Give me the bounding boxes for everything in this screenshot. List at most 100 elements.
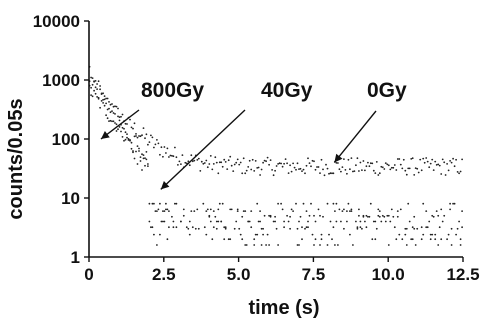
data-point	[449, 208, 451, 211]
data-point	[159, 233, 161, 236]
data-point	[205, 159, 208, 162]
data-point	[356, 157, 359, 160]
x-tick-label: 10.0	[372, 265, 405, 284]
data-point	[275, 165, 278, 167]
data-point	[456, 171, 459, 173]
data-point	[123, 127, 125, 130]
data-point	[443, 214, 446, 217]
data-point	[236, 158, 239, 161]
data-point	[420, 226, 423, 229]
data-point	[211, 238, 214, 241]
data-point	[262, 227, 264, 230]
data-point	[130, 147, 133, 150]
data-point	[202, 202, 205, 205]
data-point	[364, 220, 366, 223]
data-point	[411, 157, 414, 160]
axes	[84, 20, 464, 262]
data-point	[283, 220, 285, 223]
data-point	[106, 117, 109, 120]
data-point	[372, 169, 375, 172]
data-point	[287, 220, 290, 223]
annotations: 800Gy 40Gy 0Gy	[100, 79, 407, 190]
data-point	[145, 133, 148, 136]
data-point	[130, 141, 133, 144]
data-point	[145, 151, 148, 153]
data-point	[226, 168, 229, 171]
data-point	[224, 161, 227, 163]
data-point	[217, 172, 220, 175]
data-point	[136, 145, 139, 148]
data-point	[206, 166, 209, 169]
data-point	[188, 164, 191, 167]
data-point	[94, 86, 97, 89]
data-point	[304, 172, 306, 175]
data-point	[329, 172, 332, 175]
data-point	[108, 101, 110, 103]
data-point	[126, 136, 128, 139]
data-point	[322, 215, 324, 218]
x-tick-label: 2.5	[152, 265, 176, 284]
data-point	[163, 210, 166, 213]
data-point	[218, 161, 221, 164]
data-point	[405, 173, 408, 176]
data-point	[106, 108, 109, 111]
data-point	[346, 220, 348, 223]
data-point	[305, 164, 308, 167]
data-point	[452, 157, 454, 160]
data-point	[180, 163, 182, 166]
data-point	[283, 226, 285, 229]
data-point	[307, 226, 309, 229]
data-point	[238, 227, 241, 230]
data-point	[341, 210, 344, 213]
data-point	[138, 135, 140, 137]
data-point	[245, 244, 248, 246]
data-point	[139, 156, 142, 159]
data-point	[359, 161, 362, 164]
data-point	[163, 220, 166, 223]
data-point	[371, 238, 374, 241]
data-point	[295, 202, 297, 205]
data-point	[419, 158, 422, 161]
data-point	[392, 215, 395, 218]
data-point	[377, 214, 380, 217]
data-point	[378, 172, 381, 175]
data-point	[326, 202, 329, 205]
x-tick-label: 12.5	[446, 265, 479, 284]
data-point	[407, 167, 410, 170]
data-point	[108, 107, 110, 110]
data-point	[253, 244, 256, 246]
data-point	[375, 227, 378, 230]
data-point	[90, 86, 92, 89]
data-point	[408, 220, 411, 223]
data-point	[369, 202, 372, 205]
data-point	[218, 202, 221, 205]
data-point	[338, 208, 341, 211]
data-point	[298, 168, 300, 171]
data-point	[383, 215, 386, 218]
data-point	[302, 168, 305, 171]
data-point	[461, 210, 463, 213]
data-point	[369, 162, 372, 165]
data-point	[343, 227, 345, 230]
data-point	[332, 202, 335, 205]
data-point	[329, 220, 332, 223]
data-point	[310, 202, 312, 205]
data-point	[160, 220, 163, 223]
data-point	[381, 214, 384, 217]
data-point	[447, 233, 450, 236]
data-point	[304, 227, 306, 230]
data-point	[112, 120, 115, 123]
data-point	[199, 170, 202, 172]
data-point	[399, 208, 402, 211]
annotation-label: 0Gy	[367, 79, 407, 102]
data-point	[314, 220, 317, 223]
data-point	[124, 131, 127, 134]
data-point	[365, 214, 368, 217]
data-point	[193, 210, 196, 213]
data-point	[174, 146, 176, 149]
data-point	[196, 159, 199, 161]
data-point	[389, 220, 392, 223]
data-point	[335, 220, 338, 223]
data-point	[117, 107, 119, 110]
data-point	[274, 220, 276, 223]
